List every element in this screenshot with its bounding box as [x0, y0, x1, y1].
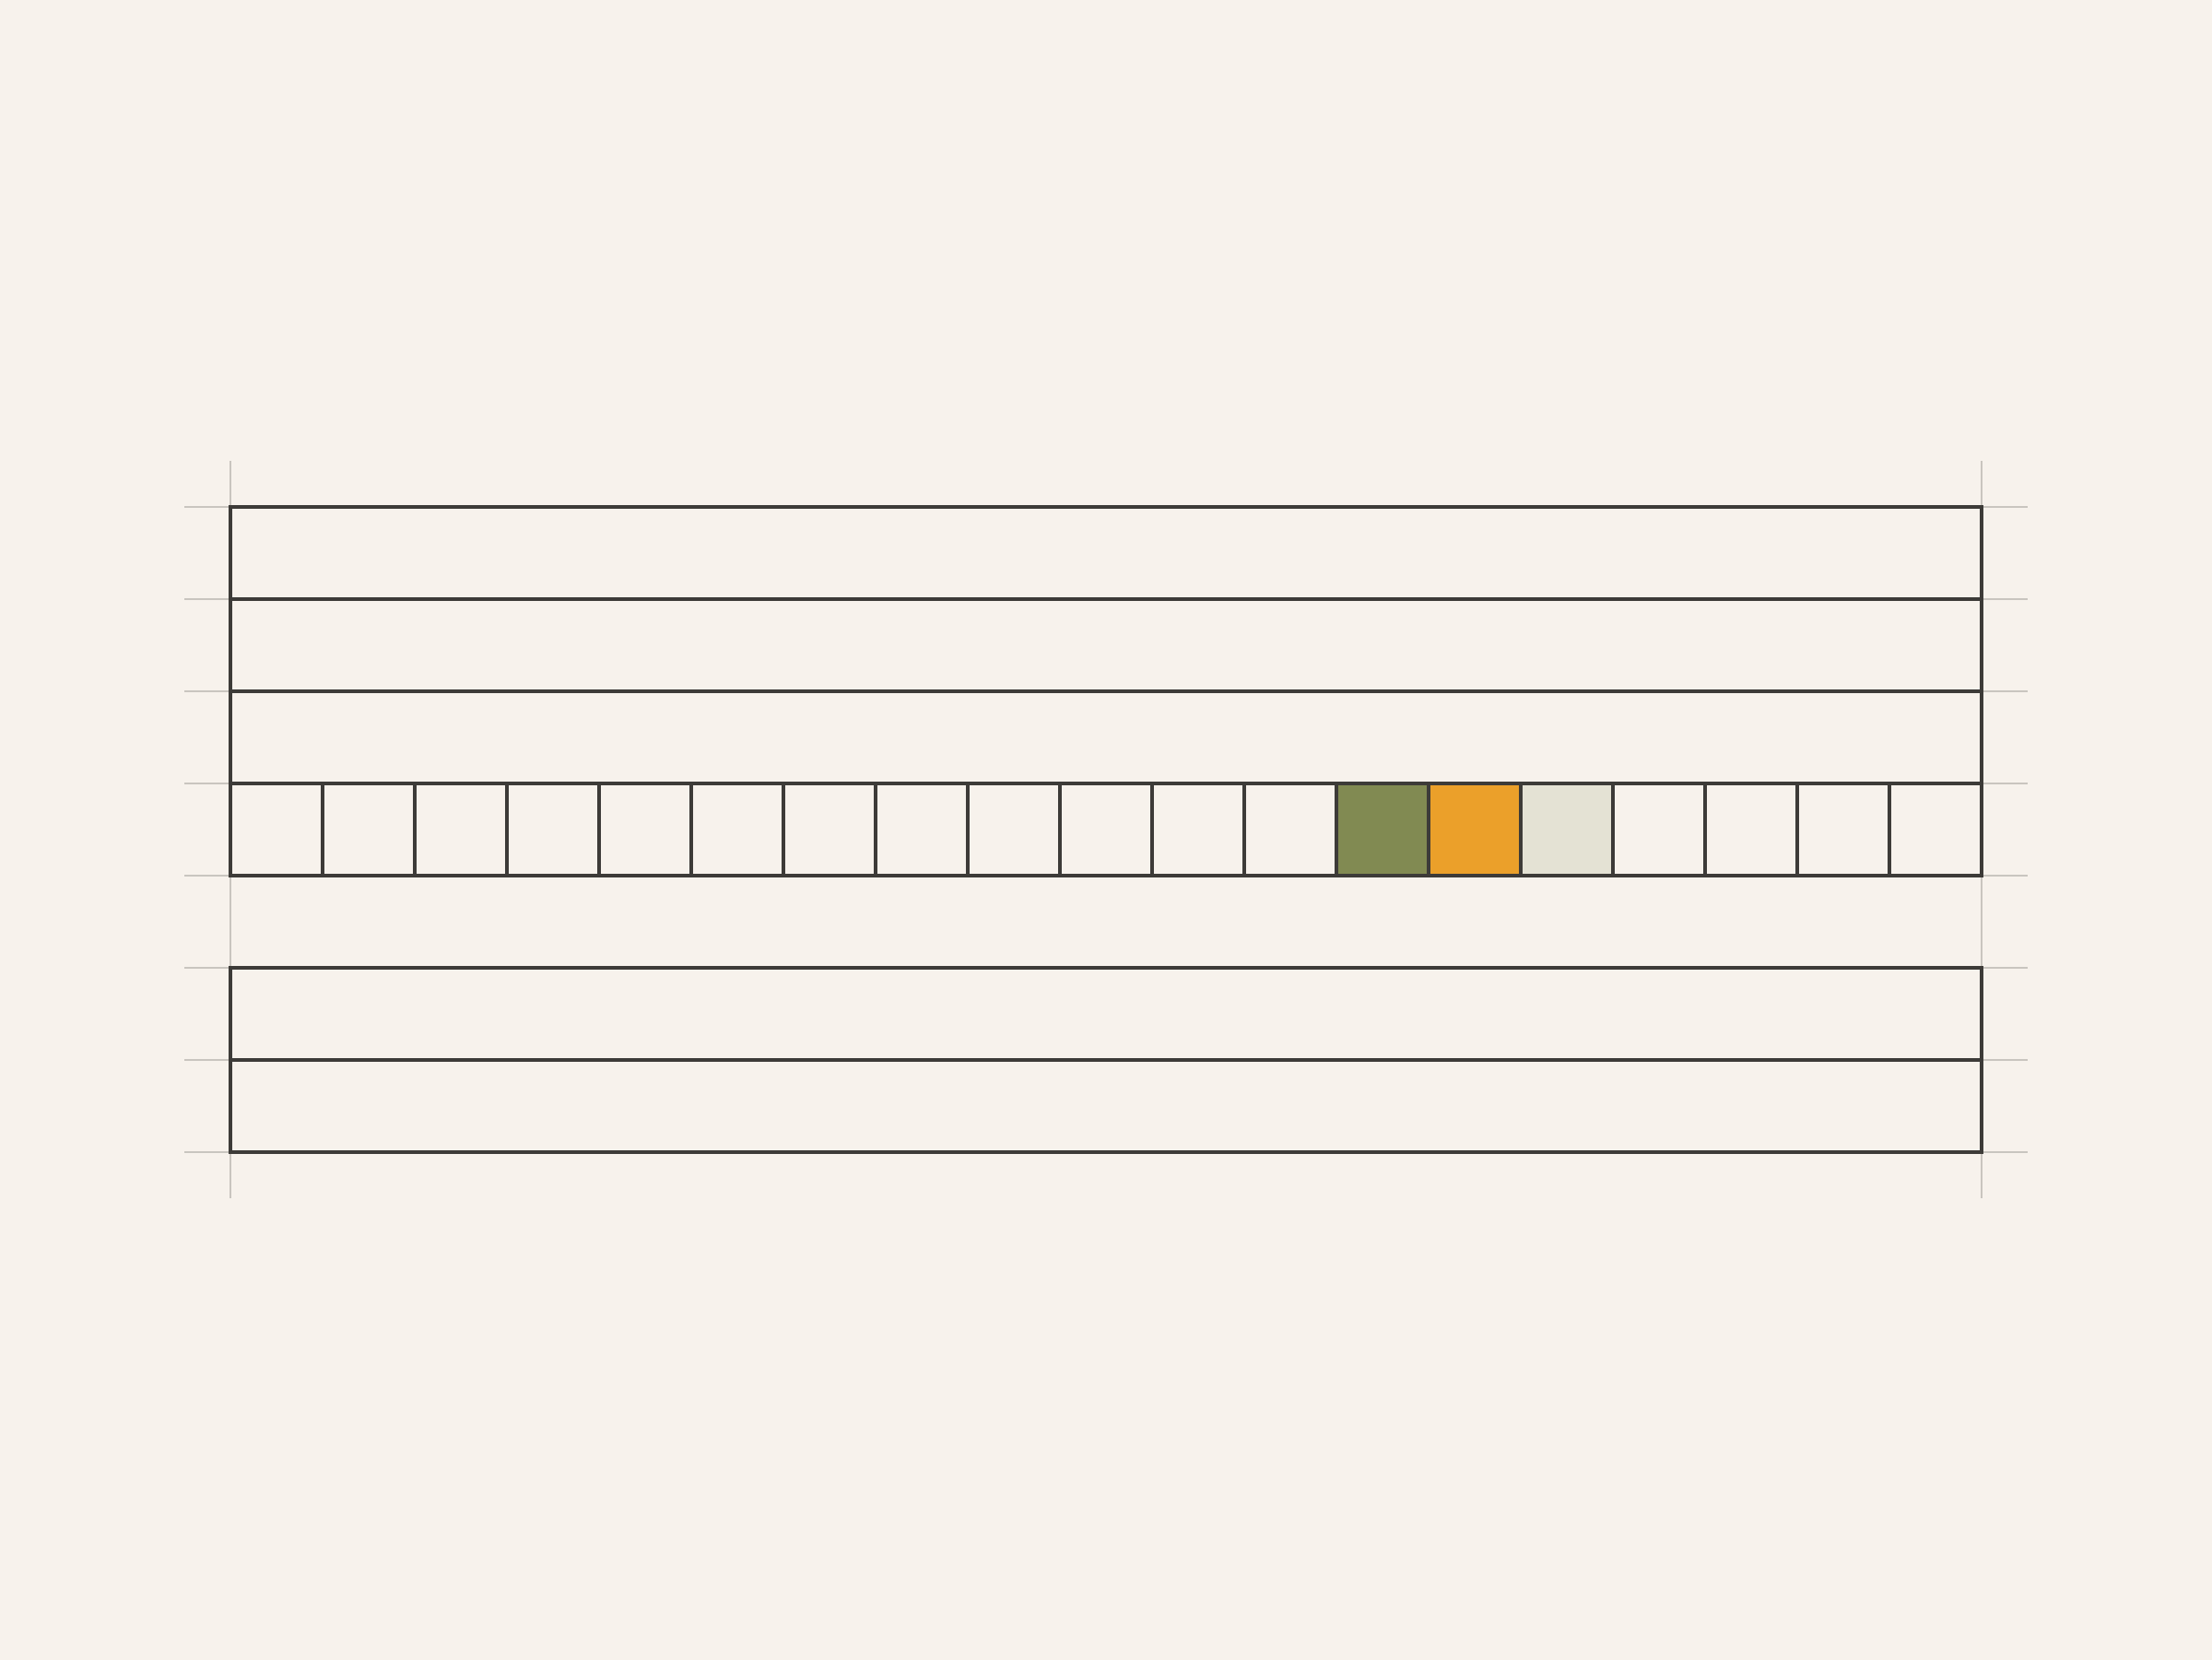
highlighted-cell [1521, 783, 1613, 876]
grid-cell [597, 782, 693, 877]
grid-cell [1795, 782, 1891, 877]
grid-cell [1058, 782, 1154, 877]
grid-lines [229, 505, 1983, 1154]
grid-cell [782, 782, 877, 877]
grid-cell [1611, 782, 1707, 877]
grid-row-bar [229, 1058, 1983, 1154]
grid-row-bar [229, 597, 1983, 693]
grid-cell [413, 782, 509, 877]
grid-row-bar [229, 689, 1983, 785]
grid-row-bar [229, 966, 1983, 1062]
grid-cell [1703, 782, 1799, 877]
grid-row-bar [229, 505, 1983, 601]
grid-cell [966, 782, 1062, 877]
grid-cell [505, 782, 601, 877]
highlighted-cell [1429, 783, 1521, 876]
cell-fills [1336, 783, 1613, 876]
guide-lines [184, 461, 2028, 1198]
grid-cell [874, 782, 970, 877]
grid-cell [1242, 782, 1338, 877]
highlighted-cell [1336, 783, 1429, 876]
grid-cell [321, 782, 417, 877]
grid-cell [1150, 782, 1246, 877]
grid-cell [689, 782, 785, 877]
grid-cell [1888, 782, 1983, 877]
grid-cell [229, 782, 324, 877]
